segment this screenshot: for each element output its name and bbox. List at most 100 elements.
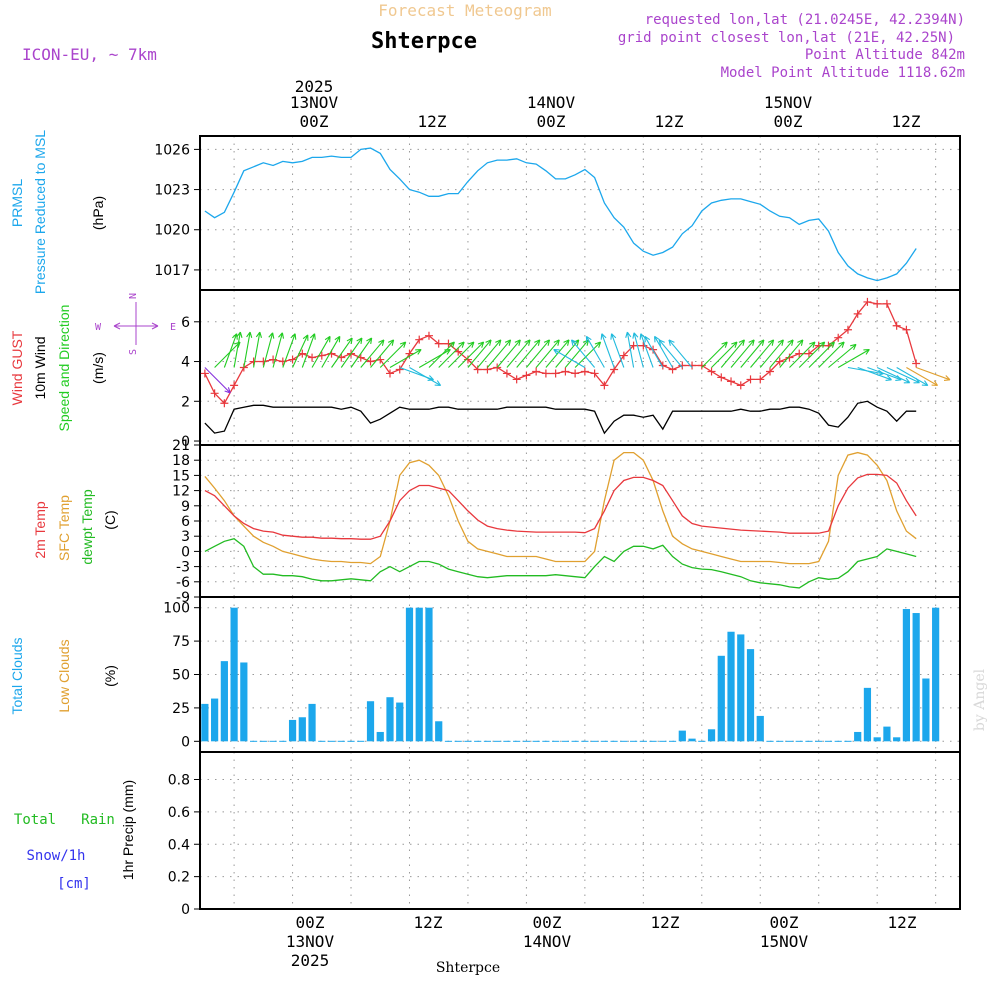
wind-direction-arrow (545, 339, 570, 368)
y-tick-label: 1020 (154, 223, 190, 239)
wind-direction-arrow (438, 341, 465, 368)
cloud-bar (435, 721, 443, 742)
panel-precipitation: 0 0.2 0.4 0.6 0.8 (168, 751, 961, 918)
cloud-bar (854, 731, 862, 742)
gust-point (639, 341, 648, 350)
y-tick-label: 6 (181, 315, 190, 331)
wind-direction-arrow (321, 335, 341, 368)
wind-direction-arrow (477, 339, 502, 368)
label-speed-direction: Speed and Direction (56, 305, 72, 432)
wind-direction-arrow (886, 367, 920, 384)
cloud-bar (240, 662, 248, 742)
gust-point (727, 377, 736, 386)
y-tick-label: 0 (181, 734, 190, 750)
cloud-bar (366, 701, 375, 742)
wind-direction-arrow (750, 339, 775, 368)
wind-direction-arrow (457, 341, 485, 368)
y-tick-label: 12 (172, 484, 190, 500)
gust-point (590, 369, 599, 378)
gust-point (522, 371, 531, 380)
y-tick-label: 1026 (154, 142, 190, 158)
y-tick-label: 6 (181, 514, 190, 530)
gust-point (873, 299, 882, 308)
wind-direction-arrow (896, 367, 929, 387)
gust-point (308, 353, 317, 362)
gust-point (678, 361, 687, 370)
y-tick-label: 0.2 (168, 870, 190, 886)
cloud-bar (220, 661, 228, 742)
bottom-hour-label: 00Z (533, 913, 562, 932)
top-hour-label: 12Z (655, 112, 684, 131)
gust-point (804, 349, 813, 358)
wind-direction-arrow (818, 341, 845, 368)
gust-point (834, 333, 843, 342)
cloud-bar (396, 702, 404, 742)
cloud-bar (386, 697, 394, 742)
wind-direction-arrow (214, 341, 241, 368)
wind-direction-arrow (701, 341, 728, 368)
compass-rose: N S W E (95, 293, 176, 355)
label-celsius: (C) (102, 510, 118, 529)
gust-point (629, 341, 638, 350)
label-rain: Rain (81, 812, 115, 828)
label-snow: Snow/1h (26, 848, 85, 864)
label-total: Total (14, 812, 56, 828)
gust-point (600, 381, 609, 390)
gust-point (580, 367, 589, 376)
gust-point (415, 335, 424, 344)
panel-frame (199, 289, 961, 446)
wind-direction-arrow (808, 341, 835, 368)
wind-direction-arrow (409, 367, 442, 387)
gust-point (210, 389, 219, 398)
gust-point (551, 369, 560, 378)
gust-point (843, 325, 852, 334)
label-cm: [cm] (57, 876, 91, 892)
y-tick-label: 0 (181, 434, 190, 450)
gust-point (775, 357, 784, 366)
series-line-dewpt-temp (204, 537, 917, 589)
wind-direction-arrow (574, 341, 602, 368)
top-date-14nov: 14NOV (527, 93, 576, 112)
gust-point (434, 339, 443, 348)
y-tick-label: 4 (181, 355, 190, 371)
gust-point (658, 361, 667, 370)
wind-direction-arrow (467, 339, 492, 368)
bottom-date-15nov: 15NOV (760, 932, 809, 951)
cloud-bar (678, 730, 686, 742)
gust-point (717, 373, 726, 382)
cloud-bar (717, 655, 725, 742)
gust-point (230, 381, 239, 390)
model-label: ICON-EU, ~ 7km (22, 45, 157, 64)
top-hour-label: 00Z (537, 112, 566, 131)
y-tick-label: 3 (181, 529, 190, 545)
wind-direction-arrow (828, 343, 857, 368)
wind-direction-arrow (535, 339, 560, 368)
top-hour-label: 00Z (300, 112, 329, 131)
bottom-hour-label: 12Z (414, 913, 443, 932)
footer-location: Shterpce (436, 960, 500, 976)
wind-direction-arrow (876, 367, 911, 384)
wind-direction-arrow (600, 333, 615, 368)
series-line-10m-wind (204, 400, 917, 435)
bottom-hour-label: 00Z (296, 913, 325, 932)
gust-point (707, 367, 716, 376)
y-tick-label: 21 (172, 438, 190, 454)
y-tick-label: 1023 (154, 183, 190, 199)
gust-point (395, 365, 404, 374)
gust-point (541, 369, 550, 378)
wind-direction-arrow (740, 339, 765, 368)
label-dewpt-temp: dewpt Temp (79, 489, 95, 564)
wind-direction-arrow (496, 339, 521, 368)
chart-layer: 10171020102310260246-9-6-303691215182102… (154, 135, 961, 918)
wind-direction-arrow (282, 333, 297, 368)
cloud-bar (425, 607, 433, 742)
y-tick-label: 100 (163, 601, 190, 617)
gust-point (386, 369, 394, 378)
panel-frame (199, 751, 961, 910)
panel-frame (199, 135, 961, 291)
y-tick-label: 1017 (154, 263, 190, 279)
wind-direction-arrow (272, 332, 285, 368)
wind-direction-arrow (711, 341, 738, 368)
